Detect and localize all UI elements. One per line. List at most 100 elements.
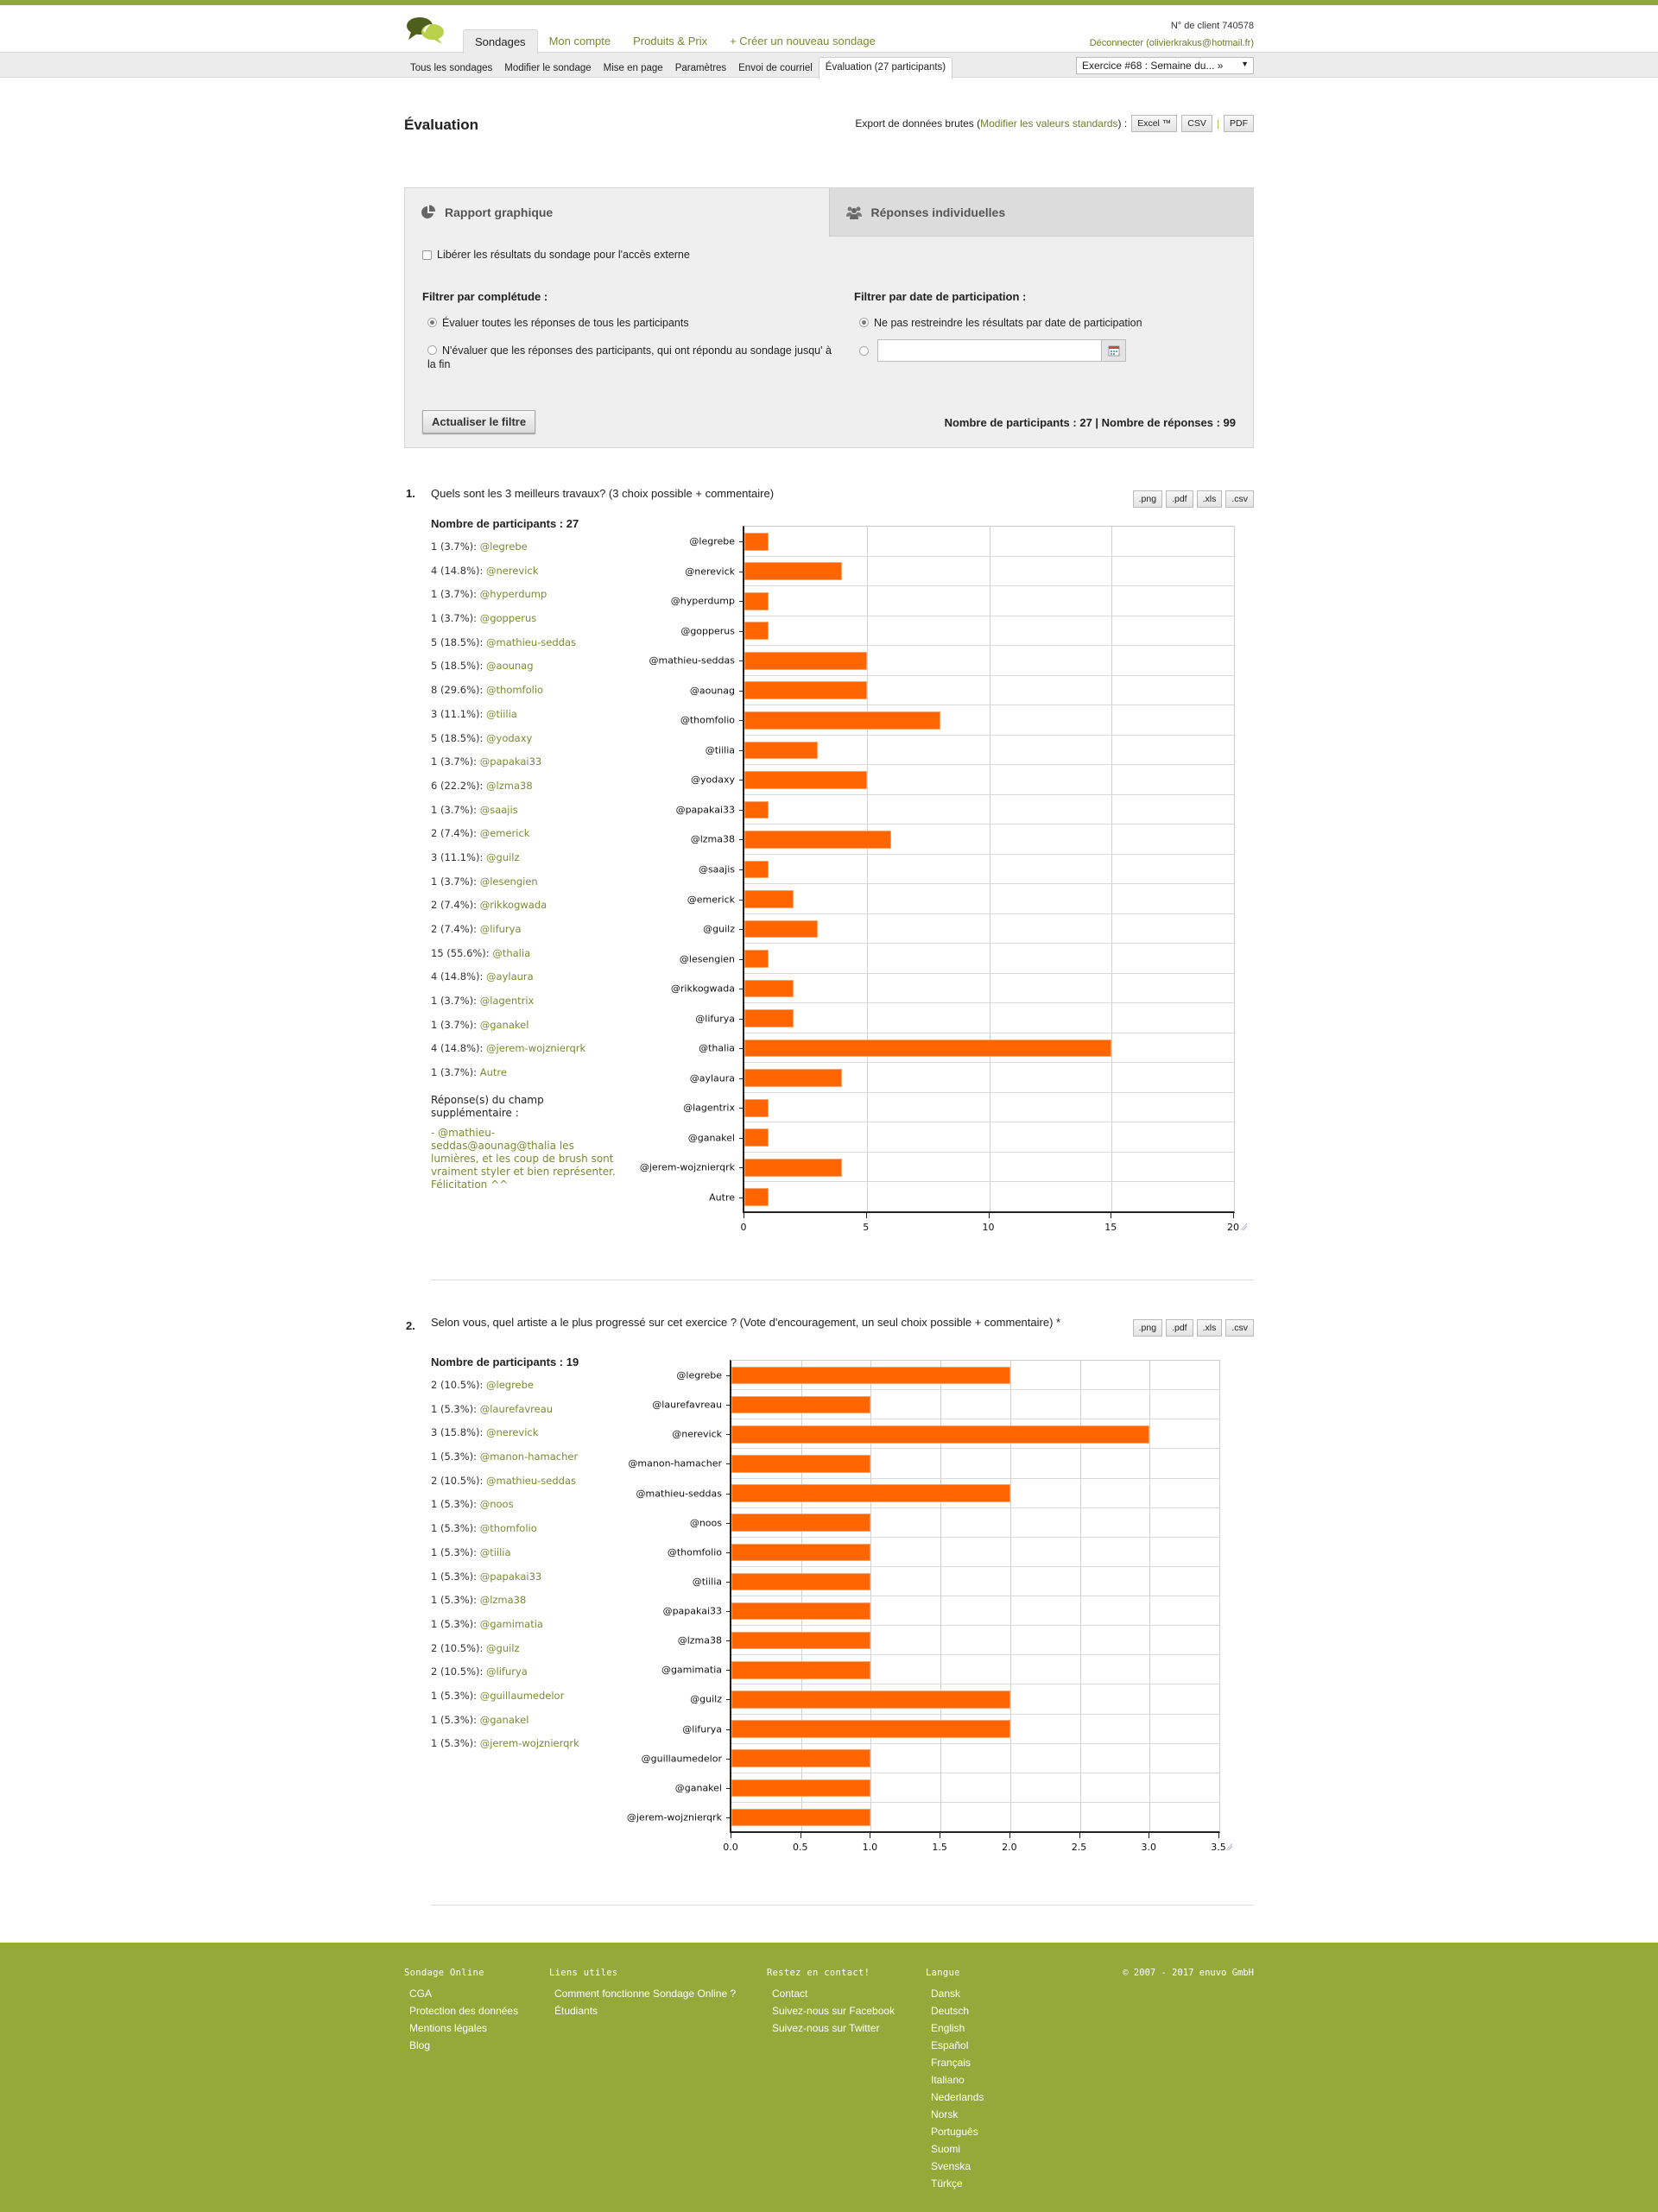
answer-name-link[interactable]: @lzma38: [479, 1594, 527, 1607]
answer-name-link[interactable]: @tiilia: [486, 707, 517, 720]
tab-individual-responses[interactable]: Réponses individuelles: [828, 188, 1253, 237]
answer-name-link[interactable]: @mathieu-seddas: [486, 1474, 576, 1487]
resize-handle-icon[interactable]: [1225, 1843, 1232, 1850]
subnav-edit-survey[interactable]: Modifier le sondage: [504, 63, 592, 73]
chart-bar[interactable]: [744, 622, 769, 641]
chart-bar[interactable]: [744, 1158, 843, 1177]
completeness-option-complete[interactable]: N'évaluer que les réponses des participa…: [422, 344, 841, 371]
chart-bar[interactable]: [744, 771, 867, 789]
chart-bar[interactable]: [731, 1749, 871, 1767]
modify-defaults-link[interactable]: Modifier les valeurs standards: [980, 117, 1118, 130]
footer-link-cga[interactable]: CGA: [409, 1988, 433, 2000]
subnav-evaluation[interactable]: Évaluation (27 participants): [818, 57, 953, 79]
answer-name-link[interactable]: @nerevick: [486, 564, 539, 577]
survey-select[interactable]: Exercice #68 : Semaine du... » ▼: [1076, 57, 1254, 74]
footer-link-how-it-works[interactable]: Comment fonctionne Sondage Online ?: [554, 1988, 737, 2000]
answer-name-link[interactable]: @mathieu-seddas: [486, 635, 576, 648]
chart-bar[interactable]: [744, 860, 769, 879]
footer-link-facebook[interactable]: Suivez-nous sur Facebook: [772, 2005, 895, 2017]
tab-graphic-report[interactable]: Rapport graphique: [405, 188, 829, 237]
footer-link-students[interactable]: Étudiants: [554, 2005, 598, 2017]
answer-name-link[interactable]: @lesengien: [479, 875, 538, 888]
answer-name-link[interactable]: @manon-hamacher: [479, 1450, 579, 1463]
subnav-settings[interactable]: Paramètres: [674, 63, 727, 73]
footer-link-twitter[interactable]: Suivez-nous sur Twitter: [772, 2022, 880, 2034]
chart-bar[interactable]: [731, 1602, 871, 1621]
chart-bar[interactable]: [731, 1484, 1010, 1502]
footer-link-blog[interactable]: Blog: [409, 2039, 431, 2051]
footer-link-privacy[interactable]: Protection des données: [409, 2005, 519, 2017]
chart-bar[interactable]: [744, 741, 819, 760]
answer-name-link[interactable]: @jerem-wojznierqrk: [479, 1737, 579, 1750]
update-filter-button[interactable]: Actualiser le filtre: [422, 410, 536, 433]
q2-export-csv[interactable]: .csv: [1225, 1319, 1254, 1337]
export-csv-button[interactable]: CSV: [1181, 115, 1212, 132]
chart-bar[interactable]: [731, 1691, 1010, 1709]
answer-name-link[interactable]: @gamimatia: [479, 1617, 543, 1630]
chart-bar[interactable]: [731, 1455, 871, 1473]
answer-name-link[interactable]: @aylaura: [486, 970, 534, 983]
footer-link-contact[interactable]: Contact: [772, 1988, 808, 2000]
radio-all-responses[interactable]: [427, 318, 437, 327]
footer-language-link[interactable]: Dansk: [931, 1988, 961, 2000]
subnav-email[interactable]: Envoi de courriel: [738, 63, 813, 73]
logo-icon[interactable]: [404, 16, 447, 47]
footer-language-link[interactable]: Français: [931, 2057, 971, 2069]
date-option-unrestricted[interactable]: Ne pas restreindre les résultats par dat…: [859, 316, 1142, 330]
answer-name-link[interactable]: @aounag: [486, 660, 534, 673]
answer-name-link[interactable]: @nerevick: [486, 1426, 539, 1439]
answer-name-link[interactable]: @lzma38: [486, 779, 533, 792]
answer-name-link[interactable]: @legrebe: [486, 1379, 535, 1391]
answer-name-link[interactable]: @lifurya: [479, 923, 522, 935]
completeness-option-all[interactable]: Évaluer toutes les réponses de tous les …: [427, 316, 689, 330]
tab-create-survey[interactable]: + Créer un nouveau sondage: [730, 35, 876, 47]
q1-export-xls[interactable]: .xls: [1196, 490, 1223, 508]
date-option-range[interactable]: [859, 339, 1126, 362]
footer-language-link[interactable]: Español: [931, 2039, 969, 2051]
footer-language-link[interactable]: Suomi: [931, 2143, 961, 2155]
answer-name-link[interactable]: @guilz: [486, 850, 520, 863]
answer-name-link[interactable]: @rikkogwada: [479, 899, 547, 912]
date-input[interactable]: [877, 339, 1102, 362]
subnav-all-surveys[interactable]: Tous les sondages: [410, 63, 493, 73]
chart-bar[interactable]: [744, 1009, 794, 1027]
answer-name-link[interactable]: @guillaumedelor: [479, 1689, 565, 1702]
chart-bar[interactable]: [731, 1514, 871, 1532]
chart-bar[interactable]: [731, 1661, 871, 1679]
chart-bar[interactable]: [744, 711, 940, 730]
chart-bar[interactable]: [744, 1098, 769, 1117]
resize-handle-icon[interactable]: [1240, 1223, 1247, 1230]
chart-bar[interactable]: [744, 920, 819, 939]
answer-name-link[interactable]: @noos: [479, 1498, 514, 1511]
footer-link-legal[interactable]: Mentions légales: [409, 2022, 488, 2034]
answer-name-link[interactable]: @papakai33: [479, 1570, 542, 1583]
tab-sondages[interactable]: Sondages: [463, 29, 538, 54]
chart-bar[interactable]: [731, 1720, 1010, 1738]
chart-bar[interactable]: [744, 1128, 769, 1147]
answer-name-link[interactable]: @ganakel: [479, 1713, 529, 1726]
answer-name-link[interactable]: Autre: [479, 1066, 507, 1079]
footer-language-link[interactable]: Italiano: [931, 2074, 965, 2086]
release-results-option[interactable]: Libérer les résultats du sondage pour l'…: [422, 249, 690, 261]
chart-bar[interactable]: [744, 979, 794, 998]
chart-bar[interactable]: [744, 800, 769, 819]
chart-bar[interactable]: [731, 1779, 871, 1798]
release-results-checkbox[interactable]: [422, 250, 432, 260]
answer-name-link[interactable]: @thomfolio: [486, 684, 544, 697]
chart-bar[interactable]: [731, 1631, 871, 1650]
chart-bar[interactable]: [744, 681, 867, 700]
q1-export-png[interactable]: .png: [1132, 490, 1163, 508]
answer-name-link[interactable]: @papakai33: [479, 755, 542, 768]
chart-bar[interactable]: [744, 1069, 843, 1087]
q1-export-pdf[interactable]: .pdf: [1166, 490, 1193, 508]
chart-bar[interactable]: [731, 1395, 871, 1414]
q2-export-xls[interactable]: .xls: [1196, 1319, 1223, 1337]
answer-name-link[interactable]: @hyperdump: [479, 588, 547, 601]
chart-bar[interactable]: [744, 1188, 769, 1207]
answer-name-link[interactable]: @lagentrix: [479, 995, 535, 1008]
answer-name-link[interactable]: @yodaxy: [486, 731, 533, 744]
answer-name-link[interactable]: @legrebe: [479, 540, 528, 553]
tab-produits-prix[interactable]: Produits & Prix: [633, 35, 708, 47]
answer-name-link[interactable]: @laurefavreau: [479, 1402, 554, 1415]
q2-export-png[interactable]: .png: [1132, 1319, 1163, 1337]
